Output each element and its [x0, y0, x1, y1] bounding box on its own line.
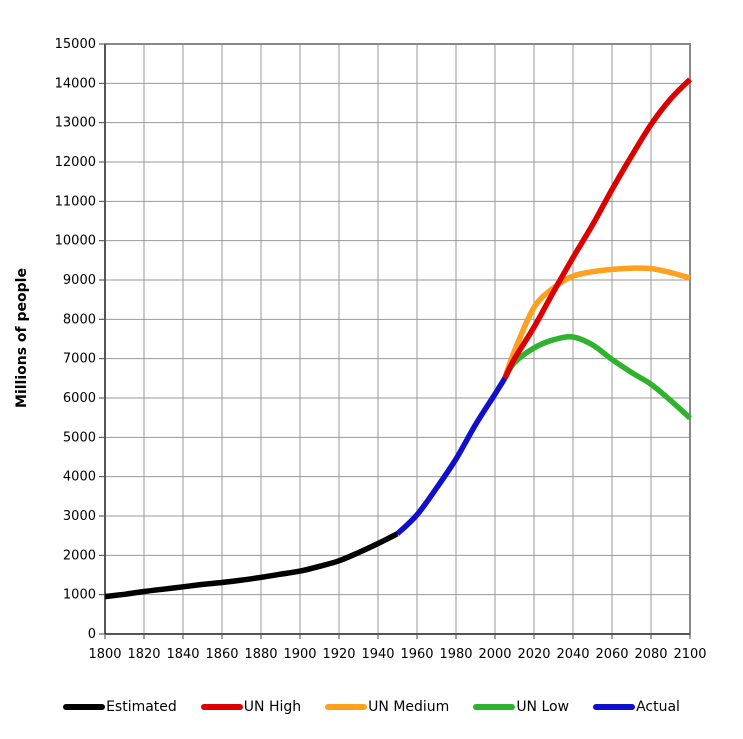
y-tick-label: 10000	[55, 234, 96, 249]
series-line-un-high	[502, 77, 692, 380]
x-tick-label: 1820	[127, 647, 160, 662]
legend-label: Estimated	[106, 699, 177, 715]
y-tick-label: 4000	[63, 470, 96, 485]
y-tick-label: 1000	[63, 588, 96, 603]
x-tick-label: 1980	[439, 647, 472, 662]
x-tick-label: 2040	[556, 647, 589, 662]
x-tick-label: 2000	[478, 647, 511, 662]
series-line-estimated	[104, 531, 399, 600]
y-tick-label: 0	[88, 627, 96, 642]
y-tick-label: 8000	[63, 312, 96, 327]
y-tick-label: 14000	[55, 76, 96, 91]
x-tick-label: 1900	[283, 647, 316, 662]
legend-item-actual: Actual	[593, 699, 680, 715]
y-tick-label: 12000	[55, 155, 96, 170]
y-tick-label: 7000	[63, 352, 96, 367]
legend-item-estimated: Estimated	[63, 699, 177, 715]
legend-swatch-actual	[593, 704, 636, 710]
x-tick-label: 1940	[361, 647, 394, 662]
x-tick-label: 2020	[517, 647, 550, 662]
legend-swatch-estimated	[63, 704, 106, 710]
legend-swatch-un-medium	[325, 704, 368, 710]
legend-label: UN Medium	[368, 699, 450, 715]
x-tick-label: 1920	[322, 647, 355, 662]
x-tick-label: 2080	[634, 647, 667, 662]
legend-item-un-high: UN High	[200, 699, 302, 715]
legend-item-un-low: UN Low	[473, 699, 569, 715]
legend-label: Actual	[636, 699, 680, 715]
y-tick-label: 2000	[63, 548, 96, 563]
y-tick-label: 13000	[55, 116, 96, 131]
y-axis-title: Millions of people	[14, 268, 30, 408]
x-tick-label: 1860	[205, 647, 238, 662]
series-line-un-low	[502, 334, 692, 421]
x-tick-label: 2060	[595, 647, 628, 662]
y-tick-label: 6000	[63, 391, 96, 406]
chart-legend: Estimated UN High UN Medium UN Low Actual	[0, 699, 743, 715]
x-tick-label: 1800	[88, 647, 121, 662]
x-tick-label: 1840	[166, 647, 199, 662]
x-tick-label: 2100	[673, 647, 706, 662]
y-tick-label: 11000	[55, 194, 96, 209]
y-tick-label: 9000	[63, 273, 96, 288]
y-tick-label: 15000	[55, 37, 96, 52]
legend-swatch-un-low	[473, 704, 516, 710]
plot-border	[104, 43, 691, 635]
y-tick-label: 5000	[63, 430, 96, 445]
legend-label: UN Low	[516, 699, 570, 715]
legend-item-un-medium: UN Medium	[325, 699, 449, 715]
y-tick-label: 3000	[63, 509, 96, 524]
series-line-un-medium	[502, 265, 691, 380]
series-line-actual	[395, 376, 508, 536]
x-tick-label: 1960	[400, 647, 433, 662]
legend-label: UN High	[243, 699, 302, 715]
legend-swatch-un-high	[200, 704, 243, 710]
x-tick-label: 1880	[244, 647, 277, 662]
